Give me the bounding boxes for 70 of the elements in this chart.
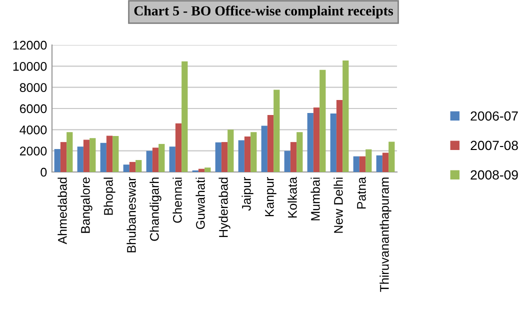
bar	[136, 160, 142, 172]
bar	[152, 148, 159, 172]
y-tick-label: 12000	[13, 40, 47, 50]
x-tick-label: Guwahati	[196, 178, 205, 230]
x-tick-label: Ahmedabad	[58, 178, 67, 244]
legend-label: 2008-09	[470, 170, 518, 180]
x-tick-label: New Delhi	[334, 178, 343, 233]
y-tick-label: 2000	[20, 146, 47, 156]
bar	[353, 156, 360, 172]
bar	[330, 113, 336, 172]
bar	[221, 142, 228, 172]
x-tick-label: Bhopal	[104, 178, 116, 215]
bar	[359, 156, 366, 172]
chart-title: Chart 5 - BO Office-wise complaint receipts	[134, 6, 394, 18]
x-tick-label: Chandigarh	[150, 178, 162, 241]
bar	[66, 132, 73, 172]
bar	[175, 123, 182, 172]
bar	[129, 162, 136, 172]
x-tick-label: Bangalore	[80, 177, 92, 233]
bar	[228, 130, 234, 172]
x-tick-label: Chennai	[172, 178, 182, 223]
bar	[182, 61, 188, 172]
x-tick-label: Kanpur	[265, 177, 276, 216]
bar	[261, 126, 268, 172]
x-tick-label: Jaipur	[242, 177, 254, 211]
legend-label: 2007-08	[470, 140, 518, 150]
y-tick-label: 6000	[20, 104, 47, 114]
y-tick-label: 8000	[20, 83, 47, 92]
x-tick-label: Kolkata	[288, 176, 297, 218]
bar	[320, 70, 326, 172]
bar	[296, 132, 303, 172]
bar	[54, 149, 60, 172]
bar	[238, 140, 244, 172]
bar	[112, 136, 119, 172]
y-tick-label: 4000	[20, 125, 47, 134]
bar	[198, 168, 205, 172]
bar	[382, 152, 389, 172]
bar	[388, 142, 395, 172]
bar	[215, 142, 222, 172]
bar	[100, 142, 106, 172]
bar	[366, 149, 372, 172]
bar	[307, 113, 314, 172]
y-tick-label: 10000	[13, 62, 47, 71]
bar	[290, 142, 297, 172]
bar	[169, 146, 176, 172]
bar	[158, 144, 165, 172]
bar	[250, 132, 257, 172]
bar	[267, 115, 274, 172]
x-tick-label: Hyderabad	[218, 178, 230, 237]
bar	[146, 150, 152, 172]
bar	[204, 168, 211, 172]
bar	[77, 146, 84, 172]
bar	[244, 136, 251, 172]
bar	[284, 150, 290, 172]
legend-label: 2006-07	[470, 111, 518, 121]
bar	[274, 90, 280, 172]
bar	[376, 155, 382, 172]
bar	[83, 140, 90, 172]
bar	[106, 136, 113, 172]
bar	[123, 164, 130, 172]
bar	[342, 60, 349, 172]
x-tick-label: Patna	[357, 176, 366, 208]
bar	[90, 138, 96, 172]
bar	[313, 107, 320, 172]
x-tick-label: Bhubaneswar	[126, 177, 136, 252]
x-tick-label: Thiruvananthapuram	[380, 178, 392, 292]
bar	[336, 100, 343, 172]
x-tick-label: Mumbai	[310, 178, 320, 220]
bar	[60, 142, 67, 172]
y-tick-label: 0	[40, 168, 47, 177]
